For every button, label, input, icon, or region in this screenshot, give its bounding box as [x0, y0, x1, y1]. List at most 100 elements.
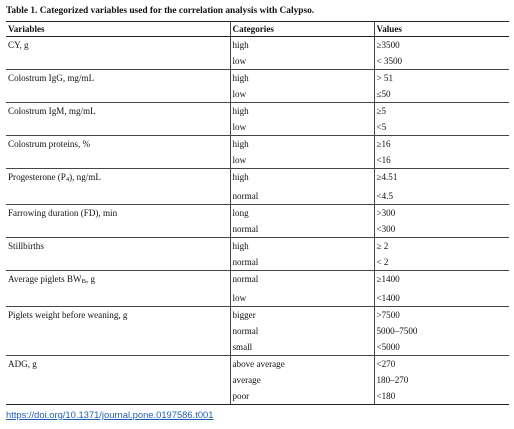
category-cell: high: [229, 36, 374, 53]
value-cell: 5000–7500: [373, 323, 509, 339]
category-cell: low: [229, 119, 374, 136]
category-cell: low: [229, 290, 374, 307]
variable-cell: Farrowing duration (FD), min: [6, 204, 230, 221]
table-row: low ≤50: [6, 86, 509, 103]
variable-subscript: B: [81, 278, 86, 285]
value-cell: <180: [373, 388, 509, 405]
category-cell: low: [229, 152, 374, 169]
header-values: Values: [373, 21, 509, 37]
header-categories: Categories: [229, 21, 374, 37]
table-row: low <1400: [6, 290, 509, 307]
table-row: Farrowing duration (FD), min long >300: [6, 204, 509, 221]
category-cell: high: [229, 237, 374, 254]
header-row: Variables Categories Values: [6, 21, 509, 37]
variable-cell: CY, g: [6, 36, 230, 53]
variables-table: Variables Categories Values CY, g high ≥…: [6, 21, 509, 405]
table-row: small <5000: [6, 339, 509, 356]
table-row: Colostrum proteins, % high ≥16: [6, 135, 509, 152]
variable-cell: [6, 152, 230, 169]
value-cell: <16: [373, 152, 509, 169]
value-cell: >300: [373, 204, 509, 221]
value-cell: ≤50: [373, 86, 509, 103]
table-row: low <16: [6, 152, 509, 169]
value-cell: < 3500: [373, 53, 509, 70]
value-cell: <5: [373, 119, 509, 136]
variable-cell: [6, 372, 230, 388]
value-cell: 180–270: [373, 372, 509, 388]
table-row: normal <300: [6, 221, 509, 238]
variable-text: ), ng/mL: [69, 172, 101, 182]
category-cell: high: [229, 102, 374, 119]
variable-cell: Piglets weight before weaning, g: [6, 306, 230, 323]
table-row: normal <4.5: [6, 188, 509, 205]
variable-subscript: 4: [65, 176, 70, 183]
table-row: poor <180: [6, 388, 509, 405]
variable-text: , g: [85, 274, 96, 284]
table-row: Average piglets BWB, g normal ≥1400: [6, 270, 509, 290]
category-cell: long: [229, 204, 374, 221]
table-row: ADG, g above average <270: [6, 355, 509, 372]
table-row: low < 3500: [6, 53, 509, 70]
category-cell: low: [229, 86, 374, 103]
category-cell: bigger: [229, 306, 374, 323]
category-cell: above average: [229, 355, 374, 372]
variable-cell: Colostrum IgM, mg/mL: [6, 102, 230, 119]
category-cell: poor: [229, 388, 374, 405]
category-cell: high: [229, 69, 374, 86]
value-cell: <270: [373, 355, 509, 372]
table-row: Progesterone (P4), ng/mL high ≥4.51: [6, 168, 509, 188]
value-cell: ≥16: [373, 135, 509, 152]
category-cell: normal: [229, 323, 374, 339]
category-cell: small: [229, 339, 374, 356]
value-cell: ≥ 2: [373, 237, 509, 254]
table-row: CY, g high ≥3500: [6, 36, 509, 53]
category-cell: high: [229, 168, 374, 188]
variable-cell: [6, 53, 230, 70]
value-cell: <1400: [373, 290, 509, 307]
table-row: Colostrum IgG, mg/mL high > 51: [6, 69, 509, 86]
variable-cell: [6, 119, 230, 136]
value-cell: <300: [373, 221, 509, 238]
table-row: normal 5000–7500: [6, 323, 509, 339]
table-row: Stillbirths high ≥ 2: [6, 237, 509, 254]
doi-link[interactable]: https://doi.org/10.1371/journal.pone.019…: [6, 409, 214, 420]
value-cell: ≥1400: [373, 270, 509, 290]
category-cell: normal: [229, 188, 374, 205]
table-row: Piglets weight before weaning, g bigger …: [6, 306, 509, 323]
variable-cell: ADG, g: [6, 355, 230, 372]
value-cell: <5000: [373, 339, 509, 356]
value-cell: > 51: [373, 69, 509, 86]
variable-text: Progesterone (P: [8, 172, 66, 182]
category-cell: average: [229, 372, 374, 388]
category-cell: high: [229, 135, 374, 152]
category-cell: normal: [229, 221, 374, 238]
value-cell: >7500: [373, 306, 509, 323]
table-row: average 180–270: [6, 372, 509, 388]
variable-cell: Colostrum IgG, mg/mL: [6, 69, 230, 86]
table-row: normal < 2: [6, 254, 509, 271]
variable-cell: [6, 188, 230, 205]
variable-cell: [6, 221, 230, 238]
variable-cell: [6, 86, 230, 103]
variable-cell: [6, 290, 230, 307]
variable-cell: Average piglets BWB, g: [6, 270, 230, 290]
value-cell: < 2: [373, 254, 509, 271]
table-row: low <5: [6, 119, 509, 136]
variable-cell: [6, 323, 230, 339]
variable-cell: Stillbirths: [6, 237, 230, 254]
value-cell: ≥3500: [373, 36, 509, 53]
category-cell: low: [229, 53, 374, 70]
variable-cell: [6, 339, 230, 356]
value-cell: ≥4.51: [373, 168, 509, 188]
table-row: Colostrum IgM, mg/mL high ≥5: [6, 102, 509, 119]
header-variables: Variables: [6, 21, 230, 37]
variable-text: Average piglets BW: [8, 274, 82, 284]
category-cell: normal: [229, 270, 374, 290]
table-caption: Table 1. Categorized variables used for …: [6, 6, 315, 16]
value-cell: ≥5: [373, 102, 509, 119]
variable-cell: [6, 254, 230, 271]
category-cell: normal: [229, 254, 374, 271]
value-cell: <4.5: [373, 188, 509, 205]
variable-cell: Colostrum proteins, %: [6, 135, 230, 152]
variable-cell: [6, 388, 230, 405]
